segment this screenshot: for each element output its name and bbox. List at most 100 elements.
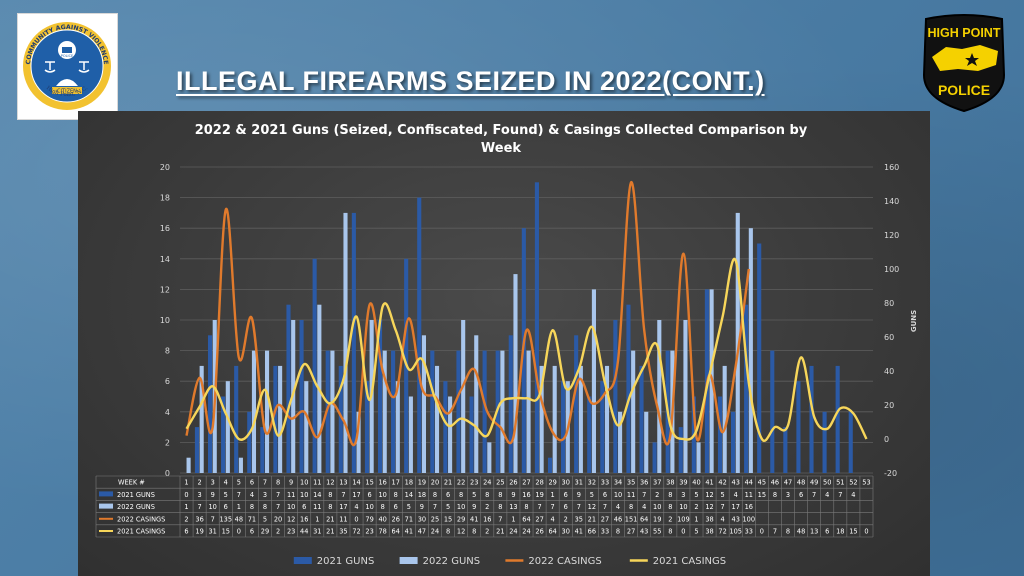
bar-2022-guns <box>343 212 348 473</box>
table-week-cell: 46 <box>771 479 779 487</box>
left-axis-tick-label: 18 <box>160 194 170 203</box>
table-value-cell: 24 <box>522 528 530 536</box>
table-week-cell: 29 <box>548 479 556 487</box>
cav-seal-icon: CITIZEN POLICE COMMUNITY AGAINST VIOLENC… <box>23 22 111 110</box>
bar-2021-guns <box>717 396 723 473</box>
table-value-cell: 8 <box>472 528 476 536</box>
table-value-cell: 15 <box>758 491 766 499</box>
table-value-cell: 15 <box>849 528 857 536</box>
bar-2021-guns <box>221 396 226 473</box>
table-value-cell: 44 <box>300 528 308 536</box>
chart-title-line1: 2022 & 2021 Guns (Seized, Confiscated, F… <box>195 123 808 138</box>
table-value-cell: 8 <box>394 491 398 499</box>
badge-line2: POLICE <box>938 82 990 98</box>
table-value-cell: 7 <box>773 528 777 536</box>
table-value-cell: 8 <box>381 503 385 511</box>
table-week-cell: 52 <box>849 479 857 487</box>
table-value-cell: 8 <box>328 503 332 511</box>
table-value-cell: 5 <box>590 491 594 499</box>
right-axis-tick-label: 120 <box>884 231 899 240</box>
table-value-cell: 13 <box>810 528 818 536</box>
table-value-cell: 4 <box>354 503 358 511</box>
table-value-cell: 8 <box>263 503 267 511</box>
bar-2021-guns <box>260 427 265 473</box>
table-value-cell: 10 <box>300 491 308 499</box>
table-value-cell: 1 <box>511 515 515 523</box>
table-value-cell: 19 <box>653 515 661 523</box>
table-week-cell: 1 <box>184 479 188 487</box>
bar-2021-guns <box>443 381 448 473</box>
table-week-cell: 41 <box>705 479 713 487</box>
table-value-cell: 4 <box>825 491 829 499</box>
table-row-label: 2022 GUNS <box>117 503 155 511</box>
table-value-cell: 29 <box>261 528 269 536</box>
table-week-cell: 14 <box>352 479 360 487</box>
bar-2021-guns <box>234 365 239 473</box>
table-value-cell: 5 <box>263 515 267 523</box>
table-value-cell: 27 <box>601 515 609 523</box>
table-value-cell: 18 <box>836 528 844 536</box>
table-value-cell: 6 <box>603 491 607 499</box>
weekly-comparison-chart: 2022 & 2021 Guns (Seized, Confiscated, F… <box>95 123 918 567</box>
table-value-cell: 9 <box>420 503 424 511</box>
bar-2022-guns <box>657 320 662 473</box>
table-key-swatch <box>99 503 113 509</box>
table-week-cell: 39 <box>679 479 687 487</box>
table-value-cell: 8 <box>459 491 463 499</box>
table-value-cell: 8 <box>668 491 672 499</box>
table-week-cell: 21 <box>444 479 452 487</box>
table-value-cell: 21 <box>326 528 334 536</box>
table-value-cell: 7 <box>211 515 215 523</box>
bar-2022-guns <box>735 212 740 473</box>
bar-2021-guns <box>547 457 553 473</box>
table-value-cell: 2 <box>485 528 489 536</box>
table-week-cell: 36 <box>640 479 648 487</box>
table-value-cell: 6 <box>184 528 188 536</box>
table-value-cell: 10 <box>365 503 373 511</box>
table-value-cell: 47 <box>418 528 426 536</box>
bar-2021-guns <box>299 320 304 473</box>
table-week-cell: 40 <box>692 479 700 487</box>
table-value-cell: 12 <box>705 491 713 499</box>
table-value-cell: 38 <box>705 528 713 536</box>
bar-2022-guns <box>225 381 230 473</box>
bar-2022-guns <box>722 365 727 473</box>
bar-2022-guns <box>474 335 479 473</box>
table-value-cell: 43 <box>732 515 740 523</box>
table-value-cell: 9 <box>511 491 515 499</box>
table-week-cell: 26 <box>509 479 517 487</box>
bar-2021-guns <box>796 381 801 473</box>
table-value-cell: 3 <box>263 491 267 499</box>
bar-2021-guns <box>757 243 762 473</box>
table-value-cell: 9 <box>211 491 215 499</box>
table-value-cell: 4 <box>551 515 555 523</box>
table-value-cell: 16 <box>483 515 491 523</box>
table-value-cell: 5 <box>472 491 476 499</box>
table-value-cell: 35 <box>575 515 583 523</box>
table-value-cell: 40 <box>378 515 386 523</box>
table-value-cell: 5 <box>407 503 411 511</box>
table-week-cell: 16 <box>378 479 386 487</box>
table-value-cell: 64 <box>548 528 556 536</box>
left-axis-tick-label: 16 <box>160 224 170 233</box>
table-week-cell: 51 <box>836 479 844 487</box>
bar-2021-guns <box>678 427 683 473</box>
table-week-cell: 32 <box>588 479 596 487</box>
table-value-cell: 6 <box>224 503 228 511</box>
table-row-label: 2021 CASINGS <box>117 528 165 536</box>
table-week-cell: 24 <box>483 479 491 487</box>
table-week-cell: 10 <box>300 479 308 487</box>
table-value-cell: 1 <box>551 491 555 499</box>
table-value-cell: 100 <box>742 515 755 523</box>
table-value-cell: 7 <box>642 491 646 499</box>
table-value-cell: 18 <box>418 491 426 499</box>
bar-2022-guns <box>500 350 505 473</box>
table-value-cell: 7 <box>551 503 555 511</box>
table-value-cell: 135 <box>219 515 232 523</box>
right-axis-tick-label: 60 <box>884 333 894 342</box>
left-axis-tick-label: 10 <box>160 316 170 325</box>
table-week-cell: 8 <box>276 479 280 487</box>
table-value-cell: 3 <box>198 491 202 499</box>
table-value-cell: 8 <box>328 491 332 499</box>
bar-2022-guns <box>552 365 557 473</box>
